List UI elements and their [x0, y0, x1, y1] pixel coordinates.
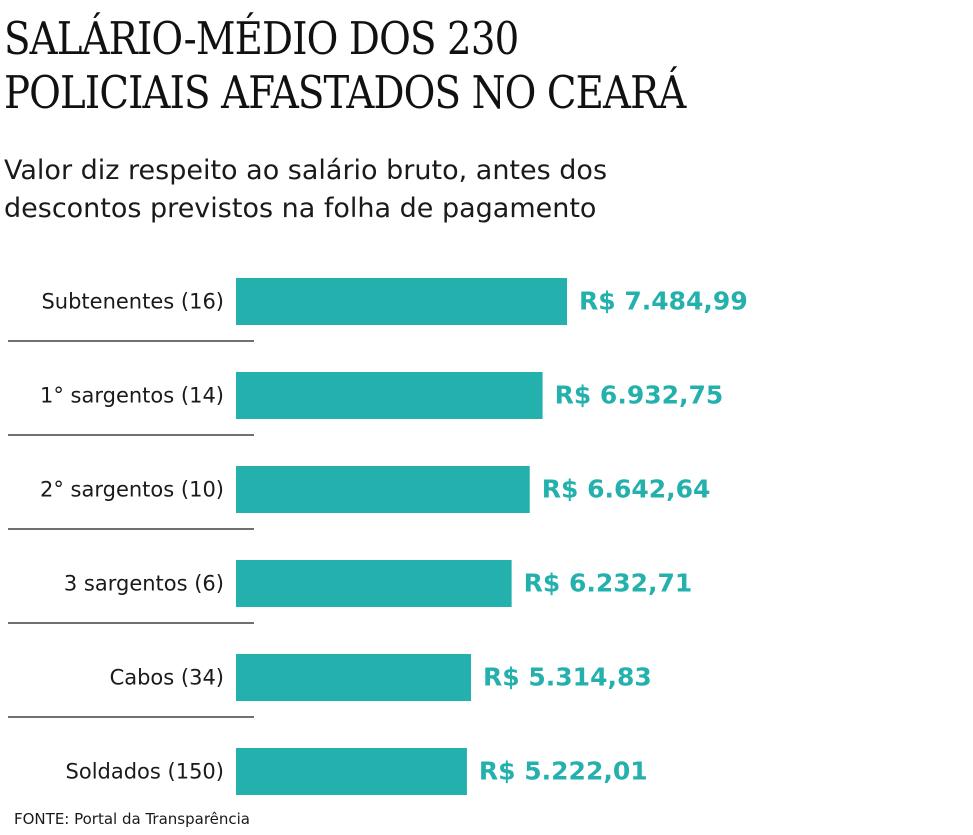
chart-subtitle: Valor diz respeito ao salário bruto, ant… — [4, 155, 608, 224]
bar — [236, 560, 512, 607]
bar-chart: Subtenentes (16) R$ 7.484,99 1° sargentos … — [8, 278, 748, 795]
value-label: R$ 6.232,71 — [524, 569, 693, 598]
chart-title: SALÁRIO-MÉDIO DOS 230 POLICIAIS AFASTADO… — [4, 12, 686, 119]
bar — [236, 748, 467, 795]
bar — [236, 654, 472, 701]
value-label: R$ 7.484,99 — [579, 287, 748, 316]
category-label: Cabos (34) — [110, 666, 224, 690]
value-label: R$ 5.314,83 — [483, 663, 652, 692]
category-label: Subtenentes (16) — [41, 290, 224, 314]
category-label: Soldados (150) — [66, 760, 224, 784]
value-label: R$ 6.932,75 — [555, 381, 724, 410]
source-note: FONTE: Portal da Transparência — [14, 810, 250, 828]
category-label: 3 sargentos (6) — [64, 572, 224, 596]
category-label: 1° sargentos (14) — [40, 384, 224, 408]
value-label: R$ 6.642,64 — [542, 475, 711, 504]
bar — [236, 372, 543, 419]
value-label: R$ 5.222,01 — [479, 757, 648, 786]
bar — [236, 278, 567, 325]
bar — [236, 466, 530, 513]
category-label: 2° sargentos (10) — [40, 478, 224, 502]
